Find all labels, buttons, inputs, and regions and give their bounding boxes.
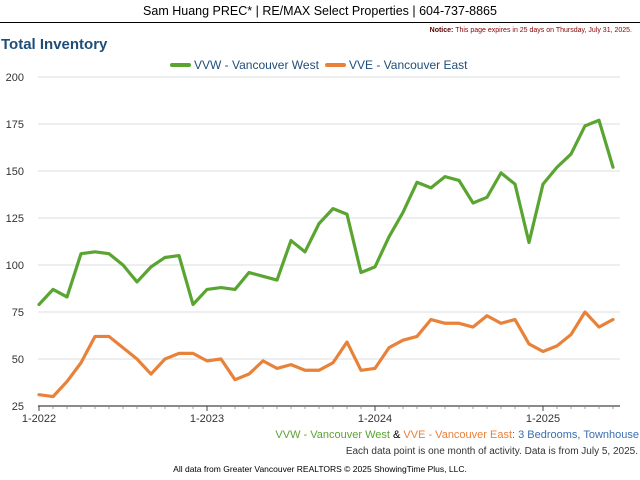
y-tick-label: 125	[6, 213, 24, 225]
header-bar: Sam Huang PREC* | RE/MAX Select Properti…	[0, 0, 640, 23]
subtitle-amp: &	[389, 429, 404, 441]
x-tick-label: 1-2023	[190, 413, 224, 425]
x-tick-label: 1-2022	[22, 413, 56, 425]
subtitle-series-2: VVE - Vancouver East	[403, 429, 513, 441]
x-tick-label: 1-2025	[526, 413, 560, 425]
x-axis: 1-2022 1-2023 1-2024 1-2025	[22, 405, 620, 425]
notice-label: Notice:	[429, 27, 454, 34]
legend-label-1: VVW - Vancouver West	[194, 58, 320, 72]
series-lines	[37, 118, 615, 399]
y-tick-label: 25	[12, 401, 24, 413]
subtitle-series-1: VVW - Vancouver West	[275, 429, 390, 441]
y-tick-label: 100	[6, 260, 24, 272]
notice-text: This page expires in 25 days on Thursday…	[455, 27, 632, 34]
chart-title: Total Inventory	[1, 36, 108, 53]
x-tick-label: 1-2024	[358, 413, 392, 425]
y-tick-label: 150	[6, 166, 24, 178]
data-note: Each data point is one month of activity…	[345, 446, 638, 457]
y-tick-label: 75	[12, 307, 24, 319]
y-tick-label: 175	[6, 119, 24, 131]
header-title: Sam Huang PREC* | RE/MAX Select Properti…	[143, 4, 497, 18]
legend-label-2: VVE - Vancouver East	[349, 58, 468, 72]
grid-lines	[38, 76, 620, 360]
source-credit: All data from Greater Vancouver REALTORS…	[173, 464, 467, 474]
y-axis: 25 50 75 100 125 150 175 200	[6, 72, 24, 413]
y-tick-label: 50	[12, 354, 24, 366]
series-line-1	[37, 118, 615, 307]
series-line-2	[37, 310, 615, 399]
chart-subtitle: VVW - Vancouver West & VVE - Vancouver E…	[275, 429, 639, 442]
chart-legend: VVW - Vancouver West VVE - Vancouver East	[170, 58, 468, 72]
expiry-notice: Notice: This page expires in 25 days on …	[430, 26, 632, 36]
subtitle-filter: : 3 Bedrooms, Townhouse	[512, 429, 639, 441]
y-tick-label: 200	[6, 72, 24, 84]
